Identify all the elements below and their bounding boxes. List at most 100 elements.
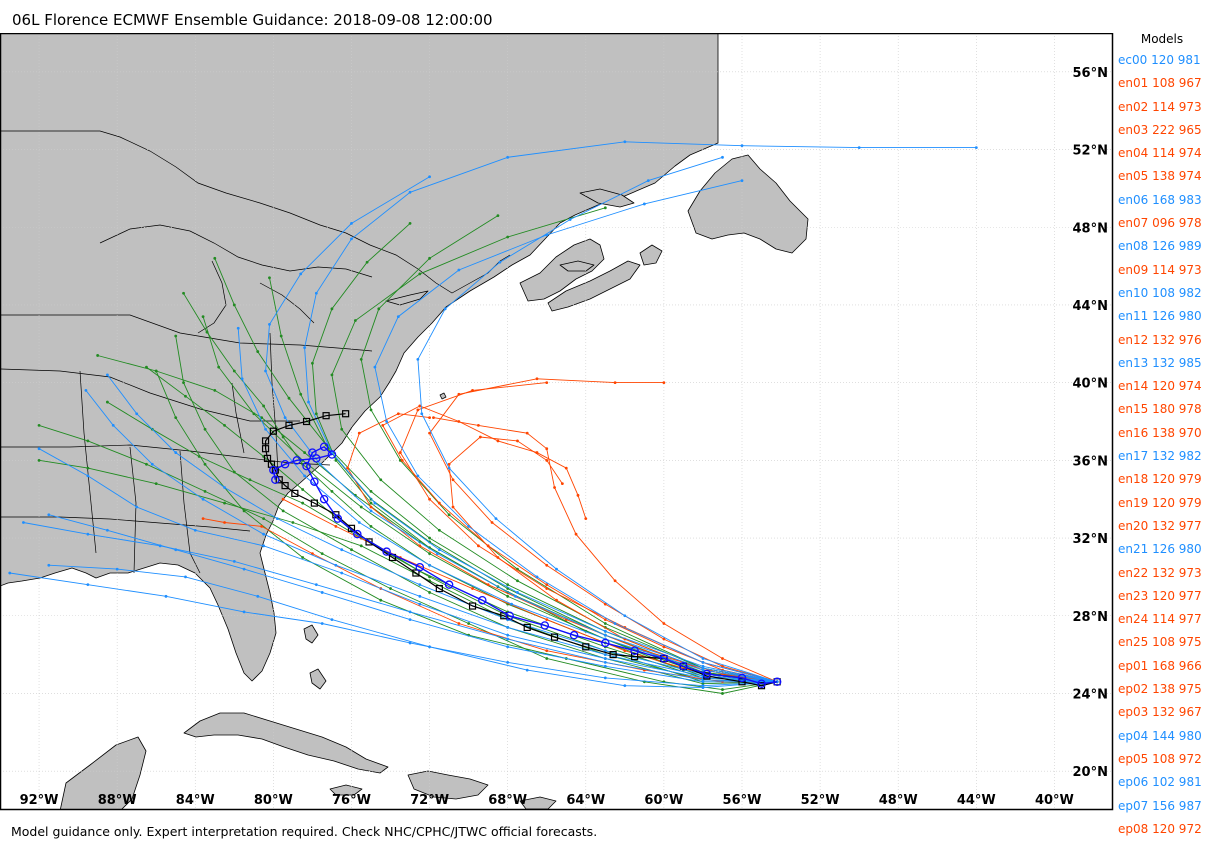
page-title: 06L Florence ECMWF Ensemble Guidance: 20… — [12, 11, 493, 29]
track-point — [213, 389, 217, 392]
track-point — [334, 458, 338, 462]
track-point — [86, 439, 90, 443]
track-point — [545, 583, 549, 587]
hres-point — [291, 489, 299, 497]
track-point — [365, 260, 369, 264]
legend-item: en21 126 980 — [1118, 542, 1202, 557]
track-point — [603, 676, 607, 680]
legend-item: en10 108 982 — [1118, 285, 1202, 300]
track-point — [307, 400, 310, 404]
control-point — [310, 477, 319, 486]
track-point — [357, 431, 361, 435]
lon-label: 48°W — [879, 793, 918, 808]
track-point — [555, 567, 558, 571]
lon-label: 52°W — [801, 793, 840, 808]
track-point — [232, 559, 236, 563]
track-point — [303, 346, 307, 350]
track-point — [334, 563, 338, 567]
track-point — [428, 431, 431, 435]
track-point — [428, 563, 431, 567]
track-point — [201, 517, 205, 521]
track-point — [281, 509, 285, 513]
legend-title: Models — [1140, 32, 1184, 46]
track-point — [457, 268, 461, 272]
hres-point — [412, 569, 420, 577]
control-point — [679, 662, 688, 671]
track-point — [223, 521, 226, 524]
track-point — [201, 497, 205, 501]
lon-label: 40°W — [1035, 793, 1074, 808]
map-frame — [0, 33, 1114, 811]
track-point — [584, 517, 588, 521]
legend-item: ec00 120 981 — [1118, 53, 1201, 67]
track-point — [516, 591, 519, 594]
track-point — [105, 373, 109, 377]
track-point — [86, 532, 90, 536]
track-point — [476, 544, 480, 548]
track-point — [613, 381, 617, 385]
track-point — [182, 291, 185, 295]
disclaimer-footer: Model guidance only. Expert interpretati… — [11, 824, 598, 839]
track-point — [437, 548, 441, 552]
track-point — [262, 517, 266, 521]
track-point — [574, 532, 578, 536]
track-point — [184, 394, 187, 398]
track-point — [262, 532, 266, 536]
track-point — [471, 587, 474, 590]
hres-point — [550, 633, 559, 641]
legend-item: en08 126 989 — [1118, 239, 1202, 254]
track-point — [447, 466, 451, 470]
track-point — [662, 645, 666, 649]
track-point — [232, 470, 236, 474]
track-point — [553, 486, 556, 489]
track-point — [662, 381, 666, 385]
track-point — [86, 583, 90, 587]
control-point — [569, 630, 579, 640]
track-point — [340, 548, 344, 552]
track-point — [301, 501, 305, 505]
track-point — [613, 622, 617, 625]
track-point — [496, 439, 500, 443]
track-point — [164, 594, 168, 598]
legend-item: en02 114 973 — [1118, 99, 1202, 114]
us-canada-border — [1, 130, 511, 294]
track-point — [408, 221, 412, 225]
track-point — [262, 544, 266, 548]
track-point — [154, 482, 158, 486]
track-point — [353, 319, 357, 322]
legend-item: en14 120 974 — [1118, 379, 1202, 394]
control-point — [302, 461, 311, 471]
track-point — [262, 404, 266, 408]
track-point — [418, 544, 422, 548]
track-point — [701, 682, 705, 686]
hres-point — [738, 678, 746, 686]
track-point — [174, 334, 178, 338]
track-point — [525, 431, 529, 435]
track-point — [240, 377, 244, 381]
track-point — [299, 272, 303, 276]
track-point — [428, 591, 431, 594]
track-point — [268, 322, 271, 326]
track-point — [203, 490, 207, 493]
lat-label: 40°N — [1073, 377, 1108, 392]
track-point — [330, 307, 334, 311]
track-point — [314, 583, 318, 587]
ensemble-track — [382, 405, 778, 683]
track-point — [408, 610, 412, 614]
track-point — [437, 501, 441, 505]
legend-item: en17 132 982 — [1118, 449, 1202, 464]
control-point — [505, 611, 514, 621]
track-map: 56°N 52°N 48°N 44°N 40°N 36°N 32°N 28°N 24°N 20°N… — [0, 33, 1114, 811]
bahamas-andros — [309, 668, 327, 690]
track-point — [320, 591, 324, 594]
control-point — [308, 448, 317, 457]
legend-item: en19 120 979 — [1118, 495, 1202, 510]
control-point — [327, 450, 337, 459]
track-point — [701, 686, 705, 690]
track-point — [268, 276, 271, 280]
control-point — [478, 595, 487, 605]
yucatan — [60, 736, 147, 809]
control-point — [444, 580, 454, 589]
track-point — [603, 618, 607, 622]
track-point — [642, 202, 646, 206]
